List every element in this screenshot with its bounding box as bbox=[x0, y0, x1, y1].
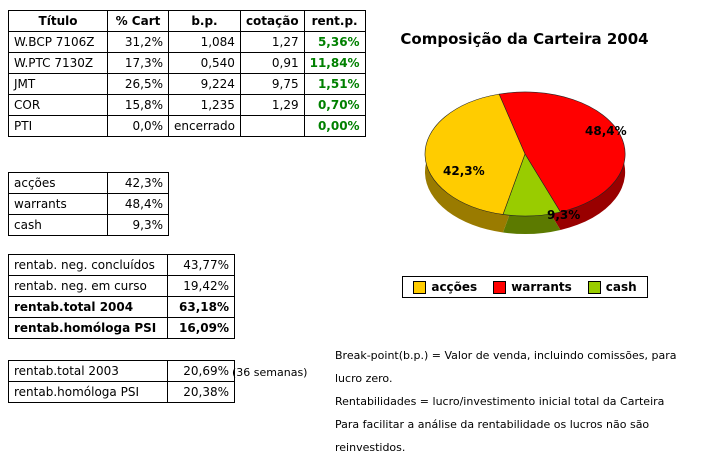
legend-swatch-warrants-icon bbox=[493, 280, 507, 294]
cell-prev-value[interactable]: 20,69% bbox=[167, 360, 235, 382]
table-row: rentab.homóloga PSI 20,38% bbox=[8, 381, 235, 403]
cell-asset-class[interactable]: cash bbox=[8, 214, 108, 236]
cell-bp[interactable]: 1,235 bbox=[168, 94, 241, 116]
cell-prev-label[interactable]: rentab.total 2003 bbox=[8, 360, 168, 382]
col-header-cotacao[interactable]: cotação bbox=[239, 10, 305, 32]
allocation-table: acções 42,3% warrants 48,4% cash 9,3% bbox=[8, 172, 169, 236]
table-row: rentab.total 2004 63,18% bbox=[8, 296, 235, 318]
footnotes: Break-point(b.p.) = Valor de venda, incl… bbox=[335, 344, 707, 459]
table-row: rentab. neg. concluídos 43,77% bbox=[8, 254, 235, 276]
cell-rentp[interactable]: 0,00% bbox=[303, 115, 366, 137]
cell-titulo[interactable]: COR bbox=[8, 94, 108, 116]
cell-cart[interactable]: 26,5% bbox=[107, 73, 169, 95]
table-row: warrants 48,4% bbox=[8, 193, 169, 215]
table-row: JMT 26,5% 9,224 9,75 1,51% bbox=[8, 73, 366, 95]
returns-table: rentab. neg. concluídos 43,77% rentab. n… bbox=[8, 254, 235, 339]
table-row: PTI 0,0% encerrado 0,00% bbox=[8, 115, 366, 137]
cell-return-value[interactable]: 19,42% bbox=[167, 275, 235, 297]
col-header-rentp[interactable]: rent.p. bbox=[303, 10, 366, 32]
cell-cotacao[interactable]: 1,29 bbox=[239, 94, 305, 116]
cell-titulo[interactable]: JMT bbox=[8, 73, 108, 95]
pie-slice-warrants[interactable] bbox=[498, 91, 626, 213]
cell-return-value[interactable]: 63,18% bbox=[167, 296, 235, 318]
legend-item-cash[interactable]: cash bbox=[587, 280, 637, 294]
cell-return-value[interactable]: 43,77% bbox=[167, 254, 235, 276]
cell-cotacao[interactable]: 9,75 bbox=[239, 73, 305, 95]
table-row: W.PTC 7130Z 17,3% 0,540 0,91 11,84% bbox=[8, 52, 366, 74]
cell-asset-pct[interactable]: 9,3% bbox=[107, 214, 169, 236]
cell-titulo[interactable]: W.BCP 7106Z bbox=[8, 31, 108, 53]
cell-return-label[interactable]: rentab.homóloga PSI bbox=[8, 317, 168, 339]
table-row: rentab.total 2003 20,69% bbox=[8, 360, 235, 382]
cell-bp[interactable]: 0,540 bbox=[168, 52, 241, 74]
cell-cart[interactable]: 0,0% bbox=[107, 115, 169, 137]
legend-item-accoes[interactable]: acções bbox=[413, 280, 477, 294]
chart-title: Composição da Carteira 2004 bbox=[400, 30, 649, 48]
cell-prev-label[interactable]: rentab.homóloga PSI bbox=[8, 381, 168, 403]
footnote-rentabilidades: Rentabilidades = lucro/investimento inic… bbox=[335, 395, 665, 408]
positions-table: Título % Cart b.p. cotação rent.p. W.BCP… bbox=[8, 10, 366, 137]
cell-titulo[interactable]: W.PTC 7130Z bbox=[8, 52, 108, 74]
cell-bp[interactable]: 1,084 bbox=[168, 31, 241, 53]
col-header-cart[interactable]: % Cart bbox=[107, 10, 169, 32]
cell-rentp[interactable]: 0,70% bbox=[303, 94, 366, 116]
cell-titulo[interactable]: PTI bbox=[8, 115, 108, 137]
cell-cart[interactable]: 17,3% bbox=[107, 52, 169, 74]
table-row: cash 9,3% bbox=[8, 214, 169, 236]
cell-cart[interactable]: 15,8% bbox=[107, 94, 169, 116]
cell-asset-pct[interactable]: 48,4% bbox=[107, 193, 169, 215]
cell-bp[interactable]: 9,224 bbox=[168, 73, 241, 95]
footnote-reinvestimento: Para facilitar a análise da rentabilidad… bbox=[335, 418, 650, 454]
cell-cotacao[interactable]: 0,91 bbox=[239, 52, 305, 74]
pie-chart[interactable]: 48,4% 42,3% 9,3% acções warrants cash bbox=[355, 58, 695, 313]
cell-asset-class[interactable]: warrants bbox=[8, 193, 108, 215]
table-row: W.BCP 7106Z 31,2% 1,084 1,27 5,36% bbox=[8, 31, 366, 53]
legend-swatch-cash-icon bbox=[587, 280, 601, 294]
footnote-breakpoint: Break-point(b.p.) = Valor de venda, incl… bbox=[335, 349, 677, 385]
legend-item-warrants[interactable]: warrants bbox=[493, 280, 572, 294]
pie-top bbox=[424, 91, 626, 217]
cell-return-label[interactable]: rentab. neg. concluídos bbox=[8, 254, 168, 276]
pie-label-cash: 9,3% bbox=[547, 208, 581, 222]
table-row: COR 15,8% 1,235 1,29 0,70% bbox=[8, 94, 366, 116]
pie-label-warrants: 48,4% bbox=[585, 124, 627, 138]
cell-return-label[interactable]: rentab. neg. em curso bbox=[8, 275, 168, 297]
legend-label-cash: cash bbox=[605, 280, 637, 294]
col-header-bp[interactable]: b.p. bbox=[168, 10, 241, 32]
table-row: acções 42,3% bbox=[8, 172, 169, 194]
cell-cotacao-empty[interactable] bbox=[239, 115, 305, 137]
legend-label-accoes: acções bbox=[431, 280, 478, 294]
cell-prev-value[interactable]: 20,38% bbox=[167, 381, 235, 403]
cell-return-value[interactable]: 16,09% bbox=[167, 317, 235, 339]
legend-label-warrants: warrants bbox=[511, 280, 572, 294]
cell-asset-class[interactable]: acções bbox=[8, 172, 108, 194]
cell-cart[interactable]: 31,2% bbox=[107, 31, 169, 53]
legend-swatch-accoes-icon bbox=[413, 280, 427, 294]
pie-label-accoes: 42,3% bbox=[443, 164, 485, 178]
cell-cotacao[interactable]: 1,27 bbox=[239, 31, 305, 53]
cell-return-label[interactable]: rentab.total 2004 bbox=[8, 296, 168, 318]
pie-slice-accoes[interactable] bbox=[424, 93, 526, 215]
pie-chart-svg bbox=[424, 91, 626, 235]
table-row: rentab. neg. em curso 19,42% bbox=[8, 275, 235, 297]
cell-bp[interactable]: encerrado bbox=[168, 115, 241, 137]
positions-header-row: Título % Cart b.p. cotação rent.p. bbox=[8, 10, 366, 32]
chart-section: Composição da Carteira 2004 48,4% 42,3% … bbox=[340, 0, 709, 418]
col-header-titulo[interactable]: Título bbox=[8, 10, 108, 32]
chart-legend[interactable]: acções warrants cash bbox=[402, 276, 648, 298]
cell-asset-pct[interactable]: 42,3% bbox=[107, 172, 169, 194]
prev-year-table: rentab.total 2003 20,69% rentab.homóloga… bbox=[8, 360, 235, 403]
table-row: rentab.homóloga PSI 16,09% bbox=[8, 317, 235, 339]
weeks-note: (36 semanas) bbox=[232, 366, 308, 379]
